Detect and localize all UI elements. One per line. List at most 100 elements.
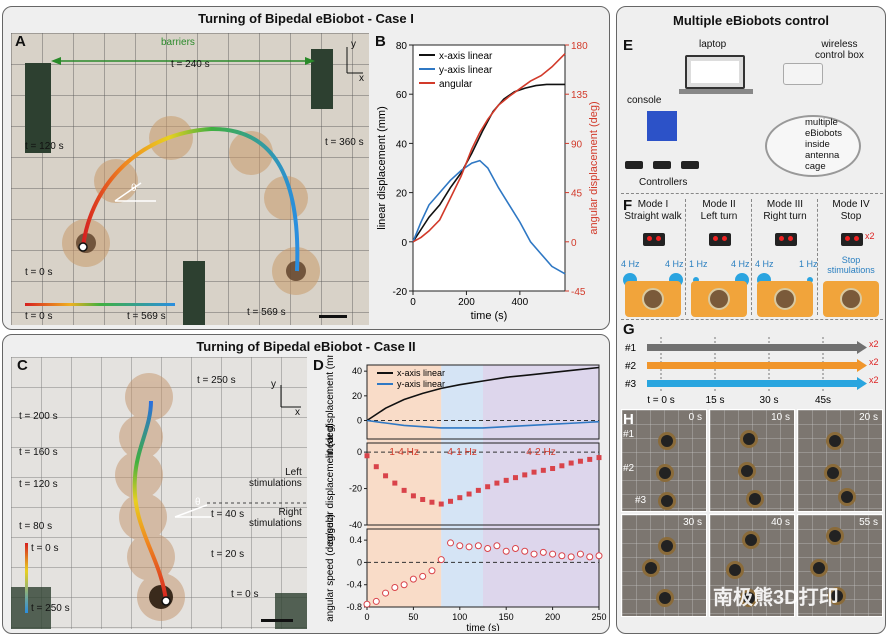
legend-label: y-axis linear bbox=[397, 379, 445, 389]
time-tick-label: 45s bbox=[815, 395, 831, 406]
freq-band bbox=[441, 365, 483, 607]
frame-time: 40 s bbox=[771, 517, 790, 528]
controller bbox=[625, 161, 643, 169]
row-label: #3 bbox=[625, 379, 637, 390]
row-arrowhead bbox=[857, 359, 867, 372]
x-tick-label: 400 bbox=[512, 297, 529, 308]
mode-name: Mode III bbox=[766, 199, 804, 210]
data-point bbox=[549, 550, 557, 558]
time-tick-label: t = 0 s bbox=[647, 395, 675, 406]
colorbar-end-label: t = 569 s bbox=[127, 311, 166, 322]
control-box bbox=[783, 63, 823, 85]
mode-name: Mode IV bbox=[832, 199, 870, 210]
multi-title: Multiple eBiobots control bbox=[673, 13, 829, 28]
case2-title: Turning of Bipedal eBiobot - Case II bbox=[196, 339, 416, 354]
panel-label-e: E bbox=[623, 37, 634, 54]
data-point bbox=[595, 552, 603, 560]
y-tick-label: 0 bbox=[357, 447, 362, 457]
x-tick-label: 200 bbox=[545, 612, 560, 622]
panel-label-b: B bbox=[375, 33, 386, 50]
colorbar-start-label: t = 0 s bbox=[25, 311, 53, 322]
data-point bbox=[363, 600, 371, 608]
freq-band bbox=[367, 365, 442, 607]
frame-time: 30 s bbox=[683, 517, 702, 528]
data-point bbox=[372, 597, 380, 605]
frame-0: 0 s bbox=[621, 409, 707, 512]
panel-f: Mode I Straight walk Mode II Left turn M… bbox=[617, 195, 887, 317]
data-point bbox=[484, 545, 492, 552]
data-point bbox=[448, 498, 454, 504]
x-tick-label: 250 bbox=[591, 612, 606, 622]
data-point bbox=[457, 495, 463, 501]
mode-action: Left turn bbox=[700, 211, 738, 222]
time-label: t = 360 s bbox=[325, 137, 364, 148]
time-label: t = 120 s bbox=[25, 141, 64, 152]
panel-label-g: G bbox=[623, 321, 635, 338]
panel-e: laptop wireless control box multiple eBi… bbox=[617, 31, 887, 193]
data-point bbox=[503, 477, 509, 483]
data-point bbox=[429, 499, 435, 505]
data-point bbox=[540, 467, 546, 473]
row-bar bbox=[647, 344, 857, 351]
frame-55: 55 s bbox=[797, 514, 883, 617]
laptop-label: laptop bbox=[699, 39, 727, 50]
y2-tick-label: 90 bbox=[571, 139, 583, 150]
hz-label: 1 Hz bbox=[799, 259, 818, 269]
scalebar-c bbox=[261, 619, 293, 622]
data-point bbox=[438, 501, 444, 507]
y-tick-label: 20 bbox=[396, 189, 408, 200]
series-line bbox=[412, 159, 566, 275]
y-axis-label: linear displacement (mm) bbox=[376, 106, 388, 229]
trajectory-c bbox=[132, 400, 168, 602]
y-tick-label: 40 bbox=[352, 366, 362, 376]
data-point bbox=[409, 575, 417, 583]
data-point bbox=[511, 545, 519, 552]
time-tick-label: 15 s bbox=[706, 395, 725, 406]
stop-badge: x2 bbox=[865, 231, 875, 241]
data-point bbox=[494, 480, 500, 486]
mode-1: Mode I Straight walk bbox=[621, 199, 685, 223]
theta-label: θ bbox=[131, 183, 137, 194]
row-label: #2 bbox=[625, 361, 637, 372]
time-label: t = 160 s bbox=[19, 447, 58, 458]
mode-action: Right turn bbox=[763, 211, 807, 222]
data-point bbox=[531, 469, 537, 475]
timeline-g: #1 x2 #2 x2 #3 x2 t = 0 s 15 s 30 s 45s bbox=[625, 337, 879, 406]
time-label: t = 0 s bbox=[25, 267, 53, 278]
panel-h: 0 s 10 s 20 s 30 s 40 s 55 s #1 #2 #3 南极… bbox=[621, 409, 883, 631]
frame-20: 20 s bbox=[797, 409, 883, 512]
panel-label-f: F bbox=[623, 197, 633, 214]
barrier-right bbox=[311, 49, 333, 109]
band-label: 1-4 Hz bbox=[389, 447, 418, 458]
trajectory-a bbox=[81, 126, 300, 272]
hz-label: 4 Hz bbox=[665, 259, 684, 269]
panel-label-c: C bbox=[17, 357, 28, 374]
hz-label: 4 Hz bbox=[731, 259, 750, 269]
data-point bbox=[568, 460, 574, 466]
panel-label-h: H bbox=[623, 411, 634, 428]
frame-30: 30 s bbox=[621, 514, 707, 617]
frame-10: 10 s bbox=[709, 409, 795, 512]
controller bbox=[653, 161, 671, 169]
data-point bbox=[364, 453, 370, 459]
y-tick-label: 0 bbox=[401, 238, 407, 249]
axis-y-label: y bbox=[271, 379, 276, 390]
barrier-left bbox=[25, 63, 51, 153]
left-stim-label: Left stimulations bbox=[249, 467, 302, 489]
chart-d: 0 20 40 linear displacement (mm) x-axis line… bbox=[325, 355, 607, 631]
data-point bbox=[373, 464, 379, 470]
data-point bbox=[576, 550, 584, 558]
y-tick-label: -40 bbox=[349, 520, 362, 530]
plot-area bbox=[366, 442, 600, 526]
mode-3: Mode III Right turn bbox=[753, 199, 817, 223]
data-point bbox=[587, 456, 593, 462]
plot-area bbox=[412, 44, 566, 292]
case1-title: Turning of Bipedal eBiobot - Case I bbox=[198, 11, 414, 26]
x-tick-label: 150 bbox=[499, 612, 514, 622]
y-axis-label: linear displacement (mm) bbox=[325, 355, 336, 458]
data-point bbox=[558, 552, 566, 560]
hz-label: 4 Hz bbox=[621, 259, 640, 269]
barrier-bottom bbox=[183, 261, 205, 325]
freq-band bbox=[483, 365, 599, 607]
data-point bbox=[474, 542, 482, 550]
